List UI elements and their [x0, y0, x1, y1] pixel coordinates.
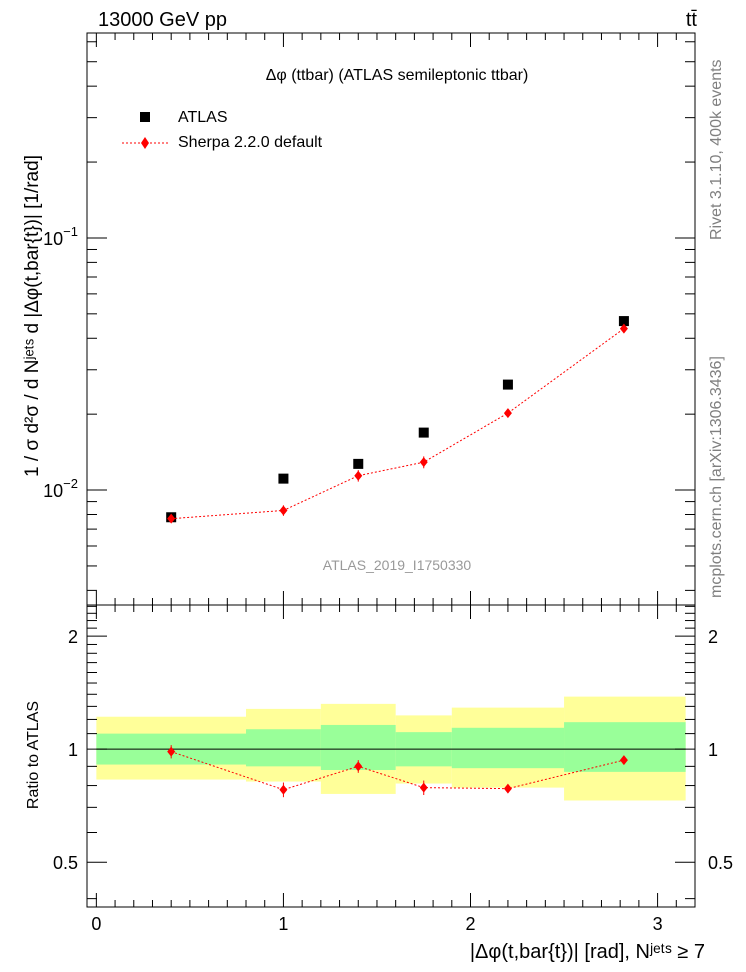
sherpa-ratio-point	[279, 784, 288, 795]
y-tick-label: 10−1	[43, 224, 78, 249]
data-marks	[166, 316, 629, 798]
axes: 0 1 2 3 10−2 10−1 0.5 0.5 1 1 2 2	[43, 33, 733, 934]
x-tick-label: 1	[278, 914, 288, 934]
legend-sherpa-marker	[141, 137, 149, 149]
ratio-y-tick-label-right: 1	[708, 740, 718, 760]
sherpa-ratio-point	[503, 783, 512, 794]
stat-uncertainty-band	[246, 729, 321, 767]
ratio-bands	[96, 696, 686, 801]
sherpa-point	[354, 470, 363, 481]
main-ylabel: 1 / σ d²σ / d Nʲᵉᵗˢ d |Δφ(t,bar{t})| [1/…	[22, 155, 43, 477]
sherpa-point	[503, 408, 512, 419]
sherpa-line	[171, 328, 625, 520]
sherpa-ratio-point	[419, 782, 428, 793]
atlas-data-point	[278, 473, 289, 484]
plot-title: Δφ (ttbar) (ATLAS semileptonic ttbar)	[266, 67, 529, 84]
ratio-frame	[86, 604, 696, 908]
x-tick-label: 2	[465, 914, 475, 934]
energy-label: 13000 GeV pp	[98, 9, 227, 31]
x-tick-label: 3	[653, 914, 663, 934]
rivet-label: Rivet 3.1.10, 400k events	[708, 59, 725, 240]
stat-uncertainty-band	[451, 727, 565, 769]
ratio-y-tick-label-right: 0.5	[708, 853, 733, 873]
legend-atlas-marker	[140, 112, 150, 122]
sherpa-ratio-point	[354, 761, 363, 772]
ratio-ylabel: Ratio to ATLAS	[25, 701, 42, 809]
atlas-data-point	[418, 427, 429, 438]
sherpa-point	[619, 323, 628, 334]
legend: ATLAS Sherpa 2.2.0 default	[122, 109, 323, 151]
sherpa-ratio-line	[171, 751, 625, 791]
x-axis-label: |Δφ(t,bar{t})| [rad], Nʲᵉᵗˢ ≥ 7	[470, 941, 705, 963]
legend-atlas-label: ATLAS	[178, 109, 228, 126]
watermark: ATLAS_2019_I1750330	[323, 557, 472, 573]
legend-sherpa-label: Sherpa 2.2.0 default	[178, 134, 323, 151]
sherpa-ratio-point	[167, 746, 176, 757]
sherpa-ratio-point	[619, 755, 628, 766]
ratio-y-tick-label-right: 2	[708, 627, 718, 647]
stat-uncertainty-band	[564, 722, 686, 772]
ratio-y-tick-label: 0.5	[53, 853, 78, 873]
sherpa-point	[167, 513, 176, 524]
x-tick-label: 0	[91, 914, 101, 934]
atlas-data-point	[353, 458, 364, 469]
atlas-data-point	[618, 316, 629, 327]
y-tick-label: 10−2	[43, 476, 78, 501]
ratio-y-tick-label: 2	[68, 627, 78, 647]
source-label: mcplots.cern.ch [arXiv:1306.3436]	[708, 356, 725, 598]
process-label: tt̄	[686, 9, 698, 31]
sherpa-point	[279, 505, 288, 516]
ratio-y-tick-label: 1	[68, 740, 78, 760]
atlas-data-point	[502, 379, 513, 390]
sherpa-point	[419, 457, 428, 468]
